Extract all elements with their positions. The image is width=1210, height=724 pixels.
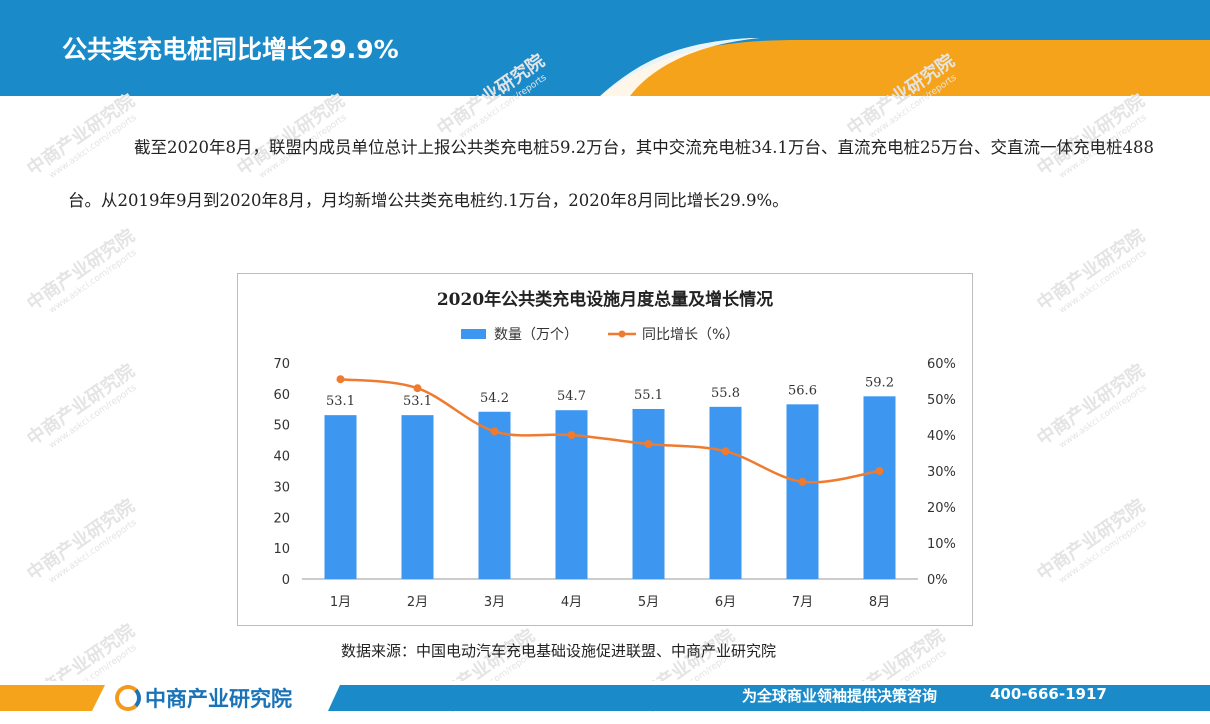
y-left-tick-label: 40 [273, 450, 290, 465]
y-left-tick-label: 0 [282, 573, 290, 588]
bar [401, 415, 434, 579]
bar-value-label: 55.1 [634, 388, 663, 403]
growth-line [340, 377, 880, 484]
bar [324, 415, 357, 579]
y-right-tick-label: 60% [927, 357, 956, 372]
y-left-tick-label: 10 [273, 542, 290, 557]
bar-value-label: 53.1 [403, 394, 432, 409]
x-tick-label: 1月 [330, 595, 351, 610]
x-tick-label: 2月 [407, 595, 428, 610]
company-logo-icon [115, 685, 141, 711]
page-title: 公共类充电桩同比增长29.9% [62, 35, 399, 64]
x-tick-label: 8月 [869, 595, 890, 610]
header-banner: 公共类充电桩同比增长29.9% [0, 0, 1210, 96]
growth-point [490, 427, 499, 436]
bar-value-label: 53.1 [326, 394, 355, 409]
x-tick-label: 7月 [792, 595, 813, 610]
x-tick-label: 3月 [484, 595, 505, 610]
growth-point [798, 477, 807, 486]
footer-slogan: 为全球商业领袖提供决策咨询 [742, 687, 938, 705]
y-left-tick-label: 30 [273, 480, 290, 495]
y-left-tick-label: 20 [273, 511, 290, 526]
y-left-tick-label: 50 [273, 419, 290, 434]
legend-swatch-bar [461, 329, 486, 339]
legend-marker-line [618, 330, 626, 338]
company-logo-text: 中商产业研究院 [145, 687, 292, 711]
summary-paragraph: 截至2020年8月，联盟内成员单位总计上报公共类充电桩59.2万台，其中交流充电… [68, 138, 1154, 210]
footer-phone: 400-666-1917 [990, 685, 1107, 703]
growth-point [875, 467, 884, 475]
growth-point [567, 431, 576, 439]
bar [863, 396, 896, 579]
growth-point [336, 375, 345, 384]
y-right-tick-label: 40% [927, 429, 956, 444]
footer-shape [0, 681, 1210, 711]
bar [709, 406, 742, 579]
bar-value-label: 55.8 [711, 386, 740, 401]
growth-point [644, 440, 653, 448]
chart-container: 2020年公共类充电设施月度总量及增长情况数量（万个） 同比增长（%） 0 10 20 3… [237, 273, 973, 626]
bar-value-label: 56.6 [788, 383, 817, 398]
y-left-tick-label: 60 [273, 388, 290, 403]
bar-value-label: 59.2 [865, 375, 894, 390]
y-right-tick-label: 30% [927, 465, 956, 480]
y-right-tick-label: 0% [927, 573, 948, 588]
y-right-tick-label: 10% [927, 537, 956, 552]
bar-value-label: 54.2 [480, 391, 509, 406]
y-right-tick-label: 20% [927, 501, 956, 516]
growth-point [721, 447, 730, 456]
growth-point [413, 384, 422, 393]
legend-label-bar: 数量（万个） [494, 327, 578, 343]
x-tick-label: 6月 [715, 595, 736, 610]
chart-title: 2020年公共类充电设施月度总量及增长情况 [437, 289, 773, 310]
bar [632, 408, 665, 579]
footer-bar [0, 681, 1210, 711]
y-right-tick-label: 50% [927, 393, 956, 408]
bar [478, 411, 511, 579]
bar-value-label: 54.7 [557, 389, 586, 404]
header-shape [0, 0, 1210, 96]
data-source: 数据来源：中国电动汽车充电基础设施促进联盟、中商产业研究院 [341, 642, 777, 660]
x-tick-label: 4月 [561, 595, 582, 610]
legend-label-line: 同比增长（%） [642, 327, 739, 343]
x-tick-label: 5月 [638, 595, 659, 610]
bar [786, 404, 819, 579]
y-left-tick-label: 70 [273, 357, 290, 372]
